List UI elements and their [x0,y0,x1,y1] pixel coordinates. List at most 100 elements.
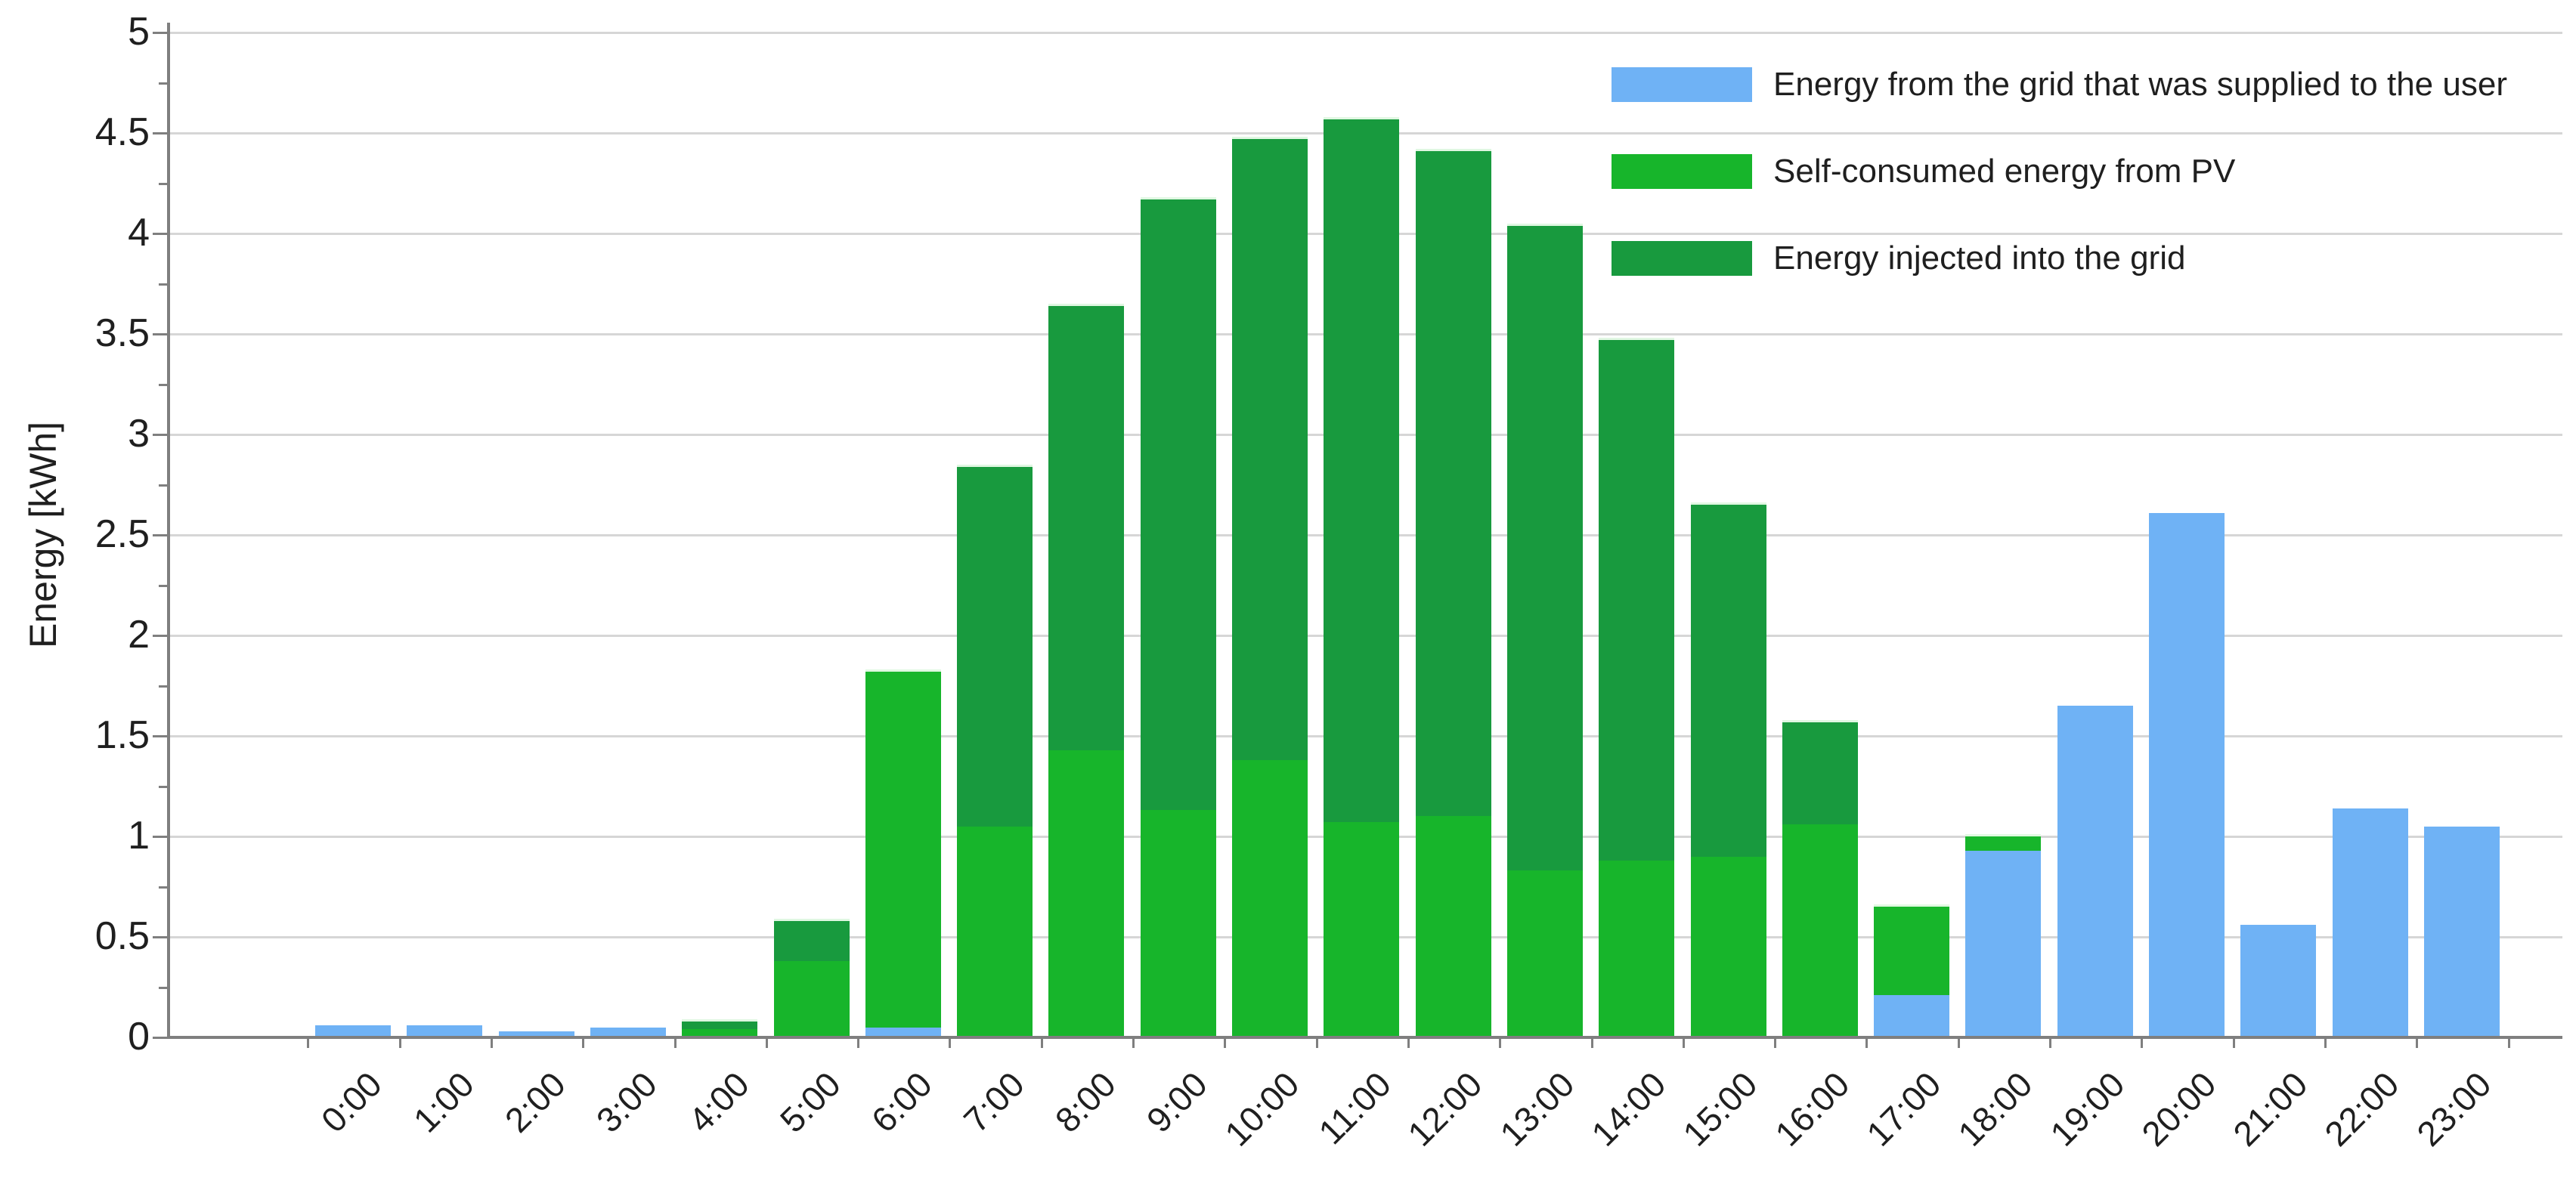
x-boundary-tick [1407,1039,1410,1048]
x-boundary-tick [1957,1039,1960,1048]
bar-segment-1200 [1415,816,1491,1037]
x-boundary-tick [1774,1039,1777,1048]
y-minor-tick [159,584,169,587]
bar-segment-1500 [1690,856,1766,1037]
gridline [169,32,2562,34]
bar-segment-800 [1048,304,1125,750]
legend-label: Energy from the grid that was supplied t… [1773,66,2507,103]
bar-segment-1300 [1506,870,1583,1037]
y-major-tick [153,434,169,436]
x-boundary-tick [2416,1039,2419,1048]
x-boundary-tick [2507,1039,2510,1048]
y-major-tick [153,333,169,335]
legend-item-1: Self-consumed energy from PV [1612,153,2507,190]
bar-segment-1300 [1506,223,1583,871]
x-tick-label: 17:00 [1859,1064,1949,1154]
y-major-tick [153,936,169,938]
x-boundary-tick [1865,1039,1869,1048]
x-tick-label: 2:00 [497,1064,573,1140]
x-tick-label: 11:00 [1310,1064,1398,1152]
bar-segment-1500 [1690,502,1766,857]
x-boundary-tick [857,1039,860,1048]
legend-swatch [1612,154,1752,189]
x-tick-label: 5:00 [772,1064,848,1140]
x-tick-label: 16:00 [1767,1064,1857,1154]
bar-segment-000 [315,1025,391,1037]
bar-segment-800 [1048,750,1125,1037]
x-tick-label: 20:00 [2134,1064,2224,1154]
bar-segment-2300 [2423,826,2500,1037]
x-axis-line [169,1036,2562,1039]
bar-segment-600 [865,669,941,1028]
bar-segment-1400 [1599,338,1675,861]
bar-segment-1600 [1782,719,1858,825]
bar-segment-300 [590,1027,666,1037]
x-tick-label: 23:00 [2409,1064,2499,1154]
bar-segment-1900 [2057,706,2133,1037]
y-tick-label: 1 [128,814,150,858]
y-major-tick [153,635,169,637]
x-tick-label: 13:00 [1492,1064,1582,1154]
y-tick-label: 2.5 [94,512,150,556]
y-major-tick [153,32,169,34]
bar-segment-700 [957,826,1033,1037]
bar-segment-200 [498,1031,574,1037]
y-minor-tick [159,82,169,85]
y-tick-label: 2 [128,613,150,657]
bar-segment-1000 [1232,759,1308,1037]
x-tick-label: 19:00 [2042,1064,2132,1154]
x-boundary-tick [1224,1039,1227,1048]
bar-segment-900 [1140,810,1216,1037]
x-boundary-tick [2324,1039,2327,1048]
x-boundary-tick [582,1039,585,1048]
y-tick-label: 5 [128,10,150,54]
x-boundary-tick [2232,1039,2235,1048]
y-minor-tick [159,283,169,286]
plot-area [169,32,2562,1037]
bar-segment-1800 [1965,850,2042,1037]
y-minor-tick [159,785,169,788]
x-boundary-tick [2049,1039,2052,1048]
x-boundary-tick [398,1039,401,1048]
legend-label: Self-consumed energy from PV [1773,153,2236,190]
bar-segment-1100 [1324,116,1400,823]
bar-segment-1100 [1324,822,1400,1037]
y-major-tick [153,1037,169,1039]
y-minor-tick [159,886,169,889]
x-tick-label: 15:00 [1675,1064,1765,1154]
bar-segment-2200 [2332,808,2408,1037]
y-major-tick [153,735,169,737]
x-boundary-tick [490,1039,493,1048]
y-tick-label: 0 [128,1015,150,1059]
bar-segment-600 [865,1027,941,1037]
legend-swatch [1612,67,1752,102]
y-minor-tick [159,383,169,386]
bar-segment-1000 [1232,137,1308,760]
bar-segment-100 [407,1025,483,1037]
legend-item-0: Energy from the grid that was supplied t… [1612,66,2507,103]
y-axis-line [167,23,170,1038]
x-boundary-tick [1682,1039,1685,1048]
bar-segment-500 [773,960,850,1037]
y-tick-label: 4 [128,211,150,255]
bar-segment-1800 [1965,834,2042,851]
x-boundary-tick [673,1039,677,1048]
x-boundary-tick [1315,1039,1318,1048]
x-boundary-tick [2141,1039,2144,1048]
x-boundary-tick [1040,1039,1043,1048]
y-tick-label: 3 [128,412,150,456]
x-tick-label: 3:00 [589,1064,665,1140]
x-tick-label: 10:00 [1217,1064,1307,1154]
x-tick-label: 9:00 [1139,1064,1215,1140]
bar-segment-500 [773,919,850,961]
bar-segment-400 [682,1029,758,1037]
y-major-tick [153,534,169,536]
x-tick-label: 21:00 [2225,1064,2315,1154]
y-major-tick [153,836,169,838]
x-tick-label: 6:00 [864,1064,940,1140]
legend-swatch [1612,241,1752,276]
x-tick-label: 8:00 [1047,1064,1123,1140]
x-tick-label: 4:00 [680,1064,757,1140]
y-minor-tick [159,685,169,688]
